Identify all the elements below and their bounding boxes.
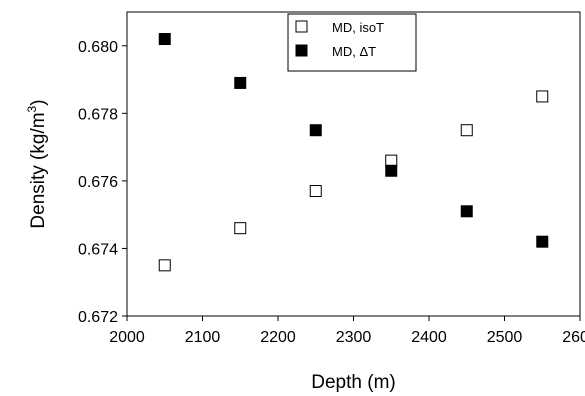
data-point-md-isot: [234, 222, 247, 235]
y-axis-title: Density (kg/m3): [25, 99, 49, 228]
x-tick-label: 2500: [487, 329, 523, 346]
data-point-md-isot: [309, 185, 322, 198]
y-axis-title-main: Density (kg/m: [28, 112, 49, 228]
x-tick-label: 2100: [185, 329, 221, 346]
y-tick-label: 0.678: [78, 106, 118, 123]
legend-label-md-isot: MD, isoT: [332, 20, 384, 35]
y-axis: 0.672 0.674 0.676 0.678 0.680: [78, 39, 127, 326]
legend-label-md-delta-t: MD, ΔT: [332, 44, 376, 59]
data-point-md-isot: [158, 259, 171, 272]
data-point-md-delta-t: [234, 76, 247, 89]
data-points: [158, 33, 549, 272]
data-point-md-delta-t: [385, 164, 398, 177]
legend-marker-open-square: [295, 20, 308, 33]
x-tick-label: 2000: [109, 329, 145, 346]
x-axis-title: Depth (m): [311, 372, 395, 393]
data-point-md-isot: [536, 90, 549, 103]
y-tick-label: 0.680: [78, 39, 118, 56]
data-point-md-delta-t: [536, 235, 549, 248]
y-axis-title-close: ): [28, 99, 49, 105]
data-point-md-delta-t: [460, 205, 473, 218]
x-tick-label: 2200: [260, 329, 296, 346]
data-point-md-isot: [385, 154, 398, 167]
x-tick-label: 2300: [336, 329, 372, 346]
data-point-md-delta-t: [158, 33, 171, 46]
legend-marker-filled-square: [295, 44, 308, 57]
data-point-md-isot: [460, 124, 473, 137]
y-tick-label: 0.672: [78, 309, 118, 326]
legend-box: [287, 13, 417, 72]
x-tick-label: 2400: [411, 329, 447, 346]
y-axis-title-superscript: 3: [25, 105, 39, 112]
legend: MD, isoT MD, ΔT: [287, 13, 417, 72]
y-tick-label: 0.676: [78, 174, 118, 191]
y-tick-label: 0.674: [78, 241, 118, 258]
data-point-md-delta-t: [309, 124, 322, 137]
